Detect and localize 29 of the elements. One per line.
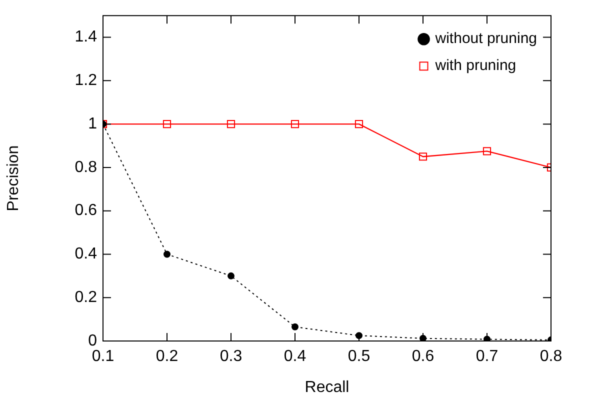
point [290, 120, 300, 128]
legend-label: without pruning [434, 30, 537, 48]
y-tick-label: 0.2 [74, 289, 98, 306]
point [418, 152, 428, 161]
x-tick-label: 0.7 [476, 348, 498, 366]
x-tick-label: 0.6 [412, 348, 434, 366]
x-tick-label: 0.8 [540, 348, 562, 366]
y-axis-title: Precision [5, 145, 22, 212]
legend-label: with pruning [434, 57, 516, 74]
y-tick-label: 1.4 [74, 28, 98, 46]
x-tick-label: 0.5 [348, 348, 370, 366]
x-axis-title: Recall [304, 378, 350, 396]
point [292, 323, 298, 330]
point [228, 272, 234, 280]
y-tick-label: 0 [88, 332, 98, 350]
x-tick-label: 0.3 [220, 348, 242, 366]
point [164, 250, 170, 258]
y-tick-label: 1.2 [74, 72, 98, 90]
y-tick-label: 1 [88, 115, 98, 132]
x-tick-label: 0.4 [284, 348, 306, 366]
point [226, 120, 236, 128]
x-tick-label: 0.2 [156, 348, 178, 366]
y-tick-label: 0.4 [74, 246, 98, 263]
point [162, 120, 172, 128]
x-tick-label: 0.1 [92, 348, 114, 366]
point [354, 120, 364, 128]
point [482, 147, 492, 156]
y-tick-label: 0.8 [74, 158, 98, 176]
y-tick-label: 0.6 [74, 202, 98, 220]
